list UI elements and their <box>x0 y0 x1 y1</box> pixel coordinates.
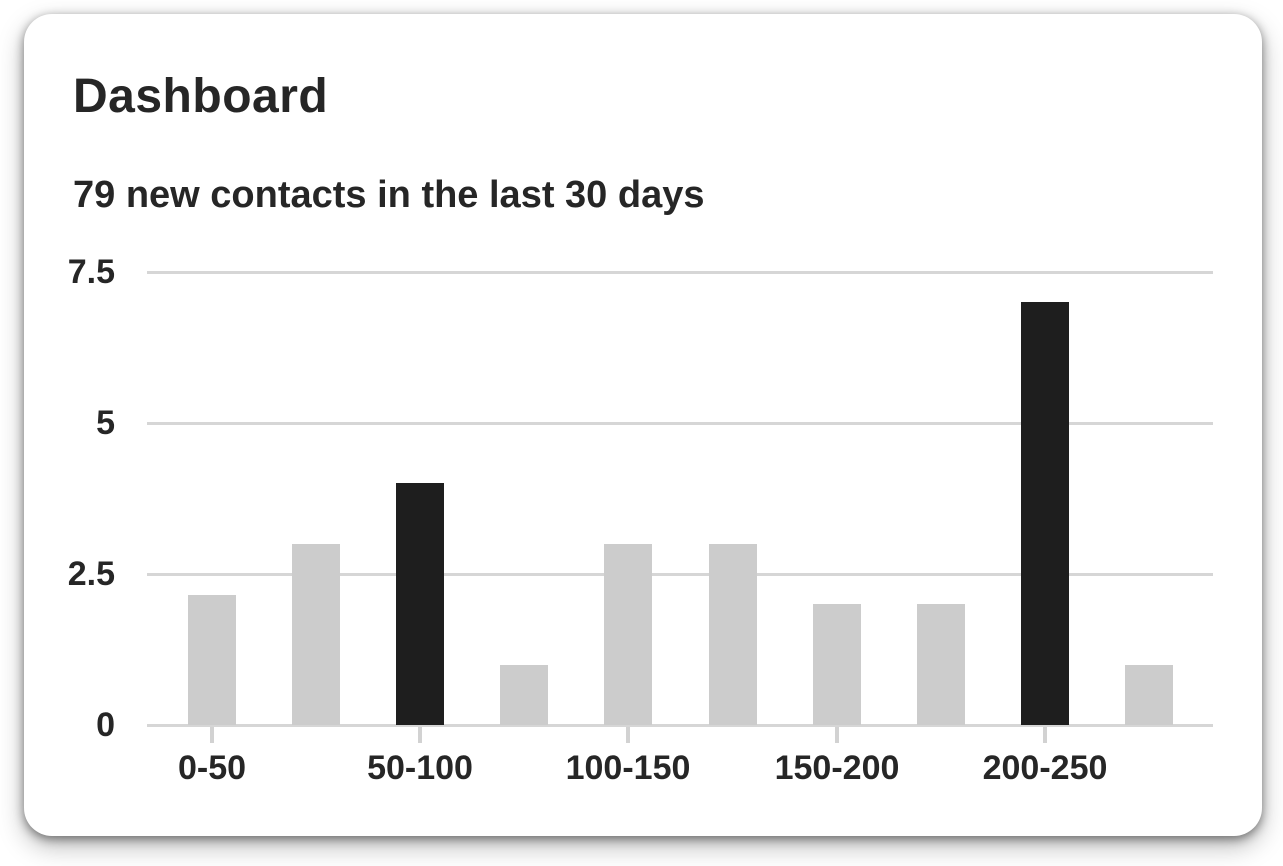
gridline <box>147 271 1213 274</box>
x-axis-tick <box>210 727 214 743</box>
gridline <box>147 422 1213 425</box>
new-contacts-bar-chart: 0 2.5 5 7.5 0-50 50-100 100-150 150-200 200-250 <box>24 14 1262 836</box>
page-title: Dashboard <box>73 70 329 123</box>
x-axis-label: 100-150 <box>565 749 691 787</box>
chart-subtitle: 79 new contacts in the last 30 days <box>73 174 705 216</box>
bar[interactable] <box>396 483 444 725</box>
x-axis-label: 200-250 <box>982 749 1108 787</box>
x-axis-tick <box>626 727 630 743</box>
x-axis-label: 0-50 <box>177 749 247 787</box>
bar[interactable] <box>1125 665 1173 725</box>
bar[interactable] <box>188 595 236 725</box>
x-axis-tick <box>418 727 422 743</box>
x-axis-tick <box>1043 727 1047 743</box>
x-axis-label: 50-100 <box>367 749 473 787</box>
x-axis-line <box>147 724 1213 727</box>
y-axis-label: 5 <box>96 404 115 442</box>
y-axis-label: 0 <box>96 706 115 744</box>
bar[interactable] <box>1021 302 1069 725</box>
x-axis-tick <box>835 727 839 743</box>
bar[interactable] <box>500 665 548 725</box>
bar[interactable] <box>292 544 340 725</box>
y-axis-label: 7.5 <box>67 253 115 291</box>
dashboard-card: Dashboard 79 new contacts in the last 30… <box>24 14 1262 836</box>
gridline <box>147 573 1213 576</box>
bar[interactable] <box>813 604 861 725</box>
bar[interactable] <box>604 544 652 725</box>
x-axis-label: 150-200 <box>774 749 900 787</box>
y-axis-label: 2.5 <box>67 555 115 593</box>
bar[interactable] <box>709 544 757 725</box>
bar[interactable] <box>917 604 965 725</box>
